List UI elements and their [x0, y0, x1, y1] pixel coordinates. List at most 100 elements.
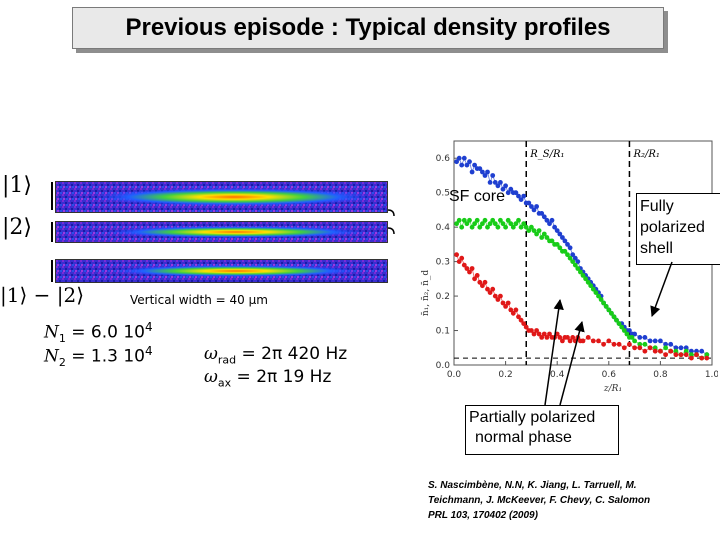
data-point	[565, 252, 570, 258]
data-point	[541, 331, 547, 337]
data-point	[467, 269, 472, 275]
x-tick-label: 0.4	[550, 370, 565, 380]
sf-core-label: SF core	[449, 188, 506, 205]
data-point	[678, 352, 684, 358]
data-point	[482, 173, 488, 178]
x-tick-label: 0.0	[447, 370, 462, 380]
data-point	[503, 224, 508, 230]
data-point	[704, 352, 710, 358]
data-point	[663, 341, 668, 347]
data-point	[539, 335, 545, 340]
x-axis-label: z/R₁	[603, 384, 622, 394]
data-point	[567, 255, 573, 261]
data-point	[495, 297, 501, 302]
data-point	[480, 221, 485, 227]
data-point	[611, 341, 617, 347]
param-omega-ax: ωax = 2π 19 Hz	[204, 367, 332, 390]
state-label-diff: |1⟩ − |2⟩	[0, 283, 85, 307]
data-point	[565, 242, 570, 247]
data-point	[456, 217, 462, 223]
data-point	[647, 345, 653, 351]
data-point	[477, 279, 483, 285]
data-point	[510, 310, 516, 316]
data-point	[500, 300, 506, 306]
absorption-image-state-1	[55, 181, 388, 213]
param-n1: N1 = 6.0 104	[44, 320, 153, 346]
data-point	[557, 335, 563, 340]
data-point	[583, 276, 588, 282]
data-point	[627, 341, 632, 347]
data-point	[464, 221, 470, 227]
reference-line-2: Teichmann, J. McKeever, F. Chevy, C. Sal…	[428, 495, 651, 506]
data-point	[585, 335, 591, 340]
data-point	[516, 193, 521, 199]
data-point	[689, 348, 694, 354]
data-point	[663, 352, 668, 358]
data-point	[601, 300, 606, 306]
data-point	[534, 204, 539, 209]
partially-polarized-line-2: normal phase	[475, 429, 572, 446]
data-point	[632, 331, 637, 337]
data-point	[456, 155, 462, 161]
absorption-image-state-2	[55, 221, 388, 243]
data-point	[513, 307, 519, 313]
data-point	[529, 204, 534, 209]
partially-polarized-arrow-2	[559, 320, 585, 406]
data-point	[552, 224, 557, 230]
data-point	[658, 348, 663, 354]
data-point	[562, 248, 568, 254]
data-point	[570, 259, 576, 264]
data-point	[518, 197, 524, 202]
param-omega-rad: ωrad = 2π 420 Hz	[204, 344, 348, 367]
data-point	[454, 159, 459, 165]
data-point	[472, 162, 477, 168]
absorption-image-difference	[55, 259, 388, 283]
data-point	[652, 338, 658, 344]
partially-polarized-arrow-1	[544, 298, 564, 406]
data-point	[580, 338, 586, 344]
data-point	[474, 217, 480, 223]
reference-line-1: S. Nascimbène, N.N, K. Jiang, L. Tarruel…	[428, 480, 637, 491]
data-point	[541, 214, 547, 220]
state-label-2: |2⟩	[2, 215, 32, 240]
data-point	[495, 224, 501, 230]
data-point	[490, 173, 496, 178]
data-point	[461, 262, 467, 268]
data-point	[596, 338, 601, 344]
data-point	[663, 345, 668, 351]
x-tick-label: 0.2	[498, 370, 512, 380]
data-point	[526, 200, 532, 206]
data-point	[469, 224, 475, 230]
data-point	[570, 335, 576, 340]
data-point	[503, 304, 508, 309]
data-point	[544, 235, 550, 240]
data-point	[632, 338, 637, 344]
data-point	[498, 180, 503, 185]
data-point	[562, 238, 568, 244]
data-point	[521, 193, 527, 199]
data-point	[541, 231, 547, 237]
data-point	[575, 266, 581, 271]
data-point	[529, 224, 534, 230]
data-point	[454, 252, 459, 258]
data-point	[593, 290, 599, 295]
data-point	[485, 169, 490, 175]
data-point	[503, 183, 508, 189]
data-point	[498, 293, 503, 299]
data-point	[570, 252, 576, 258]
data-point	[492, 293, 498, 299]
data-point	[632, 345, 637, 351]
data-point	[461, 155, 467, 161]
data-point	[477, 224, 483, 230]
reference-citation: S. Nascimbène, N.N, K. Jiang, L. Tarruel…	[428, 478, 718, 523]
data-point	[616, 321, 622, 326]
data-point	[554, 242, 560, 247]
data-point	[694, 352, 699, 358]
data-point	[518, 317, 524, 323]
data-point	[621, 345, 627, 351]
data-point	[585, 279, 591, 285]
data-point	[510, 224, 516, 230]
data-point	[518, 224, 524, 230]
data-point	[590, 338, 596, 344]
data-point	[557, 231, 563, 237]
